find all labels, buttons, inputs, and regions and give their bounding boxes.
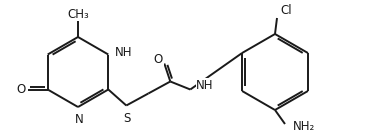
Text: Cl: Cl: [280, 4, 291, 18]
Text: NH: NH: [115, 46, 133, 59]
Text: NH₂: NH₂: [293, 120, 315, 132]
Text: CH₃: CH₃: [67, 8, 89, 20]
Text: O: O: [16, 83, 25, 96]
Text: S: S: [124, 112, 131, 126]
Text: O: O: [154, 53, 163, 66]
Text: N: N: [74, 113, 84, 126]
Text: NH: NH: [196, 79, 214, 92]
